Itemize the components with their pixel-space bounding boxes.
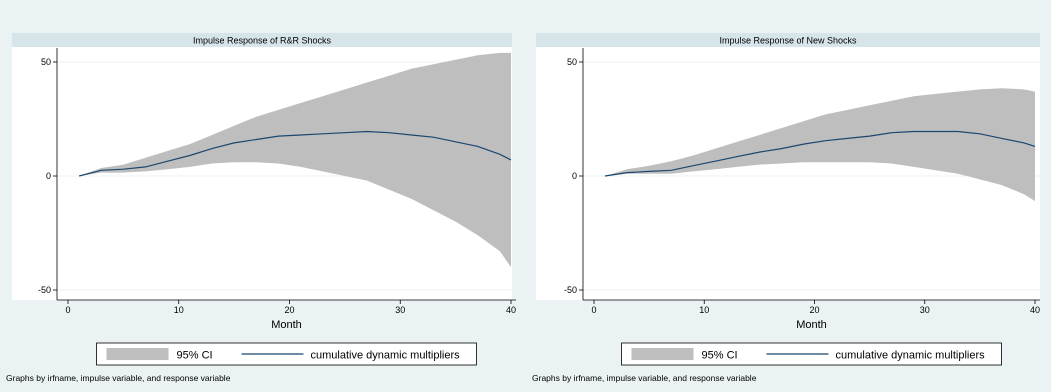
title-strip <box>536 33 1040 47</box>
x-tick-label: 0 <box>591 305 596 315</box>
y-tick-label: 0 <box>572 171 577 181</box>
x-tick-label: 10 <box>699 305 709 315</box>
cumulative-multiplier-line <box>604 130 1036 177</box>
legend-line-label: cumulative dynamic multipliers <box>311 350 461 362</box>
legend-ci-label: 95% CI <box>177 350 213 362</box>
x-tick-label: 10 <box>174 305 184 315</box>
legend-ci-swatch <box>106 348 169 360</box>
ci-band <box>605 88 1035 202</box>
ci-band <box>79 52 511 268</box>
x-tick-label: 20 <box>809 305 819 315</box>
x-tick-label: 30 <box>395 305 405 315</box>
x-tick-label: 20 <box>284 305 294 315</box>
legend-ci-label: 95% CI <box>702 350 738 362</box>
chart-new-shocks: Impulse Response of New Shocks -50 0 50 0 10 2… <box>536 33 1040 366</box>
x-tick-label: 40 <box>506 305 516 315</box>
y-tick-label: 0 <box>46 171 51 181</box>
y-tick-label: 50 <box>567 57 577 67</box>
footer-note: Graphs by irfname, impulse variable, and… <box>6 373 231 383</box>
x-tick-label: 30 <box>920 305 930 315</box>
x-tick-label: 40 <box>1030 305 1040 315</box>
chart-rr-shocks: Impulse Response of R&R Shocks -50 0 50 0 10 2… <box>12 33 516 366</box>
x-tick-label: 0 <box>65 305 70 315</box>
graph-panel-new: Impulse Response of New Shocks -50 0 50 0 10 2… <box>526 0 1051 392</box>
x-axis-label: Month <box>271 319 302 331</box>
graph-panel-rr: Impulse Response of R&R Shocks -50 0 50 0 10 2… <box>6 33 516 383</box>
y-tick-label: -50 <box>38 285 51 295</box>
y-tick-label: -50 <box>564 285 577 295</box>
chart-title: Impulse Response of R&R Shocks <box>193 36 332 46</box>
title-strip <box>12 33 512 47</box>
cumulative-multiplier-line <box>78 130 512 177</box>
x-axis-label: Month <box>796 319 827 331</box>
legend-ci-swatch <box>631 348 694 360</box>
chart-title: Impulse Response of New Shocks <box>719 36 857 46</box>
footer-note: Graphs by irfname, impulse variable, and… <box>532 373 757 383</box>
legend-line-label: cumulative dynamic multipliers <box>836 350 986 362</box>
y-tick-label: 50 <box>41 57 51 67</box>
